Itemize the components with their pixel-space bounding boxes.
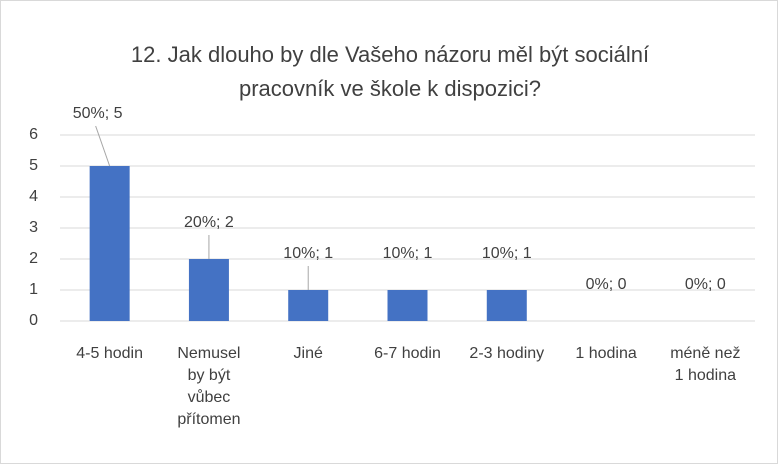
y-tick-label: 3 [29, 219, 38, 236]
bar [89, 166, 130, 321]
x-tick-label: Nemusel by být vůbec přítomen [177, 345, 241, 428]
y-tick-label: 0 [29, 312, 38, 329]
leader-line [95, 125, 111, 167]
x-tick-label: Jiné [293, 345, 323, 362]
bar [486, 290, 527, 321]
data-label: 10%; 1 [482, 245, 532, 262]
x-tick-label: 4-5 hodin [76, 345, 143, 362]
bar [387, 290, 428, 321]
bar [288, 290, 329, 321]
data-label: 10%; 1 [383, 245, 433, 262]
data-label: 0%; 0 [586, 276, 627, 293]
y-tick-label: 6 [29, 126, 38, 143]
x-tick-label: 2-3 hodiny [469, 345, 545, 362]
x-tick-label: méně než 1 hodina [670, 345, 741, 384]
data-label: 50%; 5 [73, 105, 123, 122]
data-label: 10%; 1 [283, 245, 333, 262]
y-tick-label: 2 [29, 250, 38, 267]
bar [188, 259, 229, 321]
x-tick-label: 6-7 hodin [374, 345, 441, 362]
y-tick-label: 1 [29, 281, 38, 298]
y-tick-label: 5 [29, 157, 38, 174]
y-tick-label: 4 [29, 188, 38, 205]
x-tick-label: 1 hodina [575, 345, 637, 362]
data-label: 20%; 2 [184, 214, 234, 231]
data-label: 0%; 0 [685, 276, 726, 293]
chart-title: 12. Jak dlouho by dle Vašeho názoru měl … [130, 42, 650, 101]
